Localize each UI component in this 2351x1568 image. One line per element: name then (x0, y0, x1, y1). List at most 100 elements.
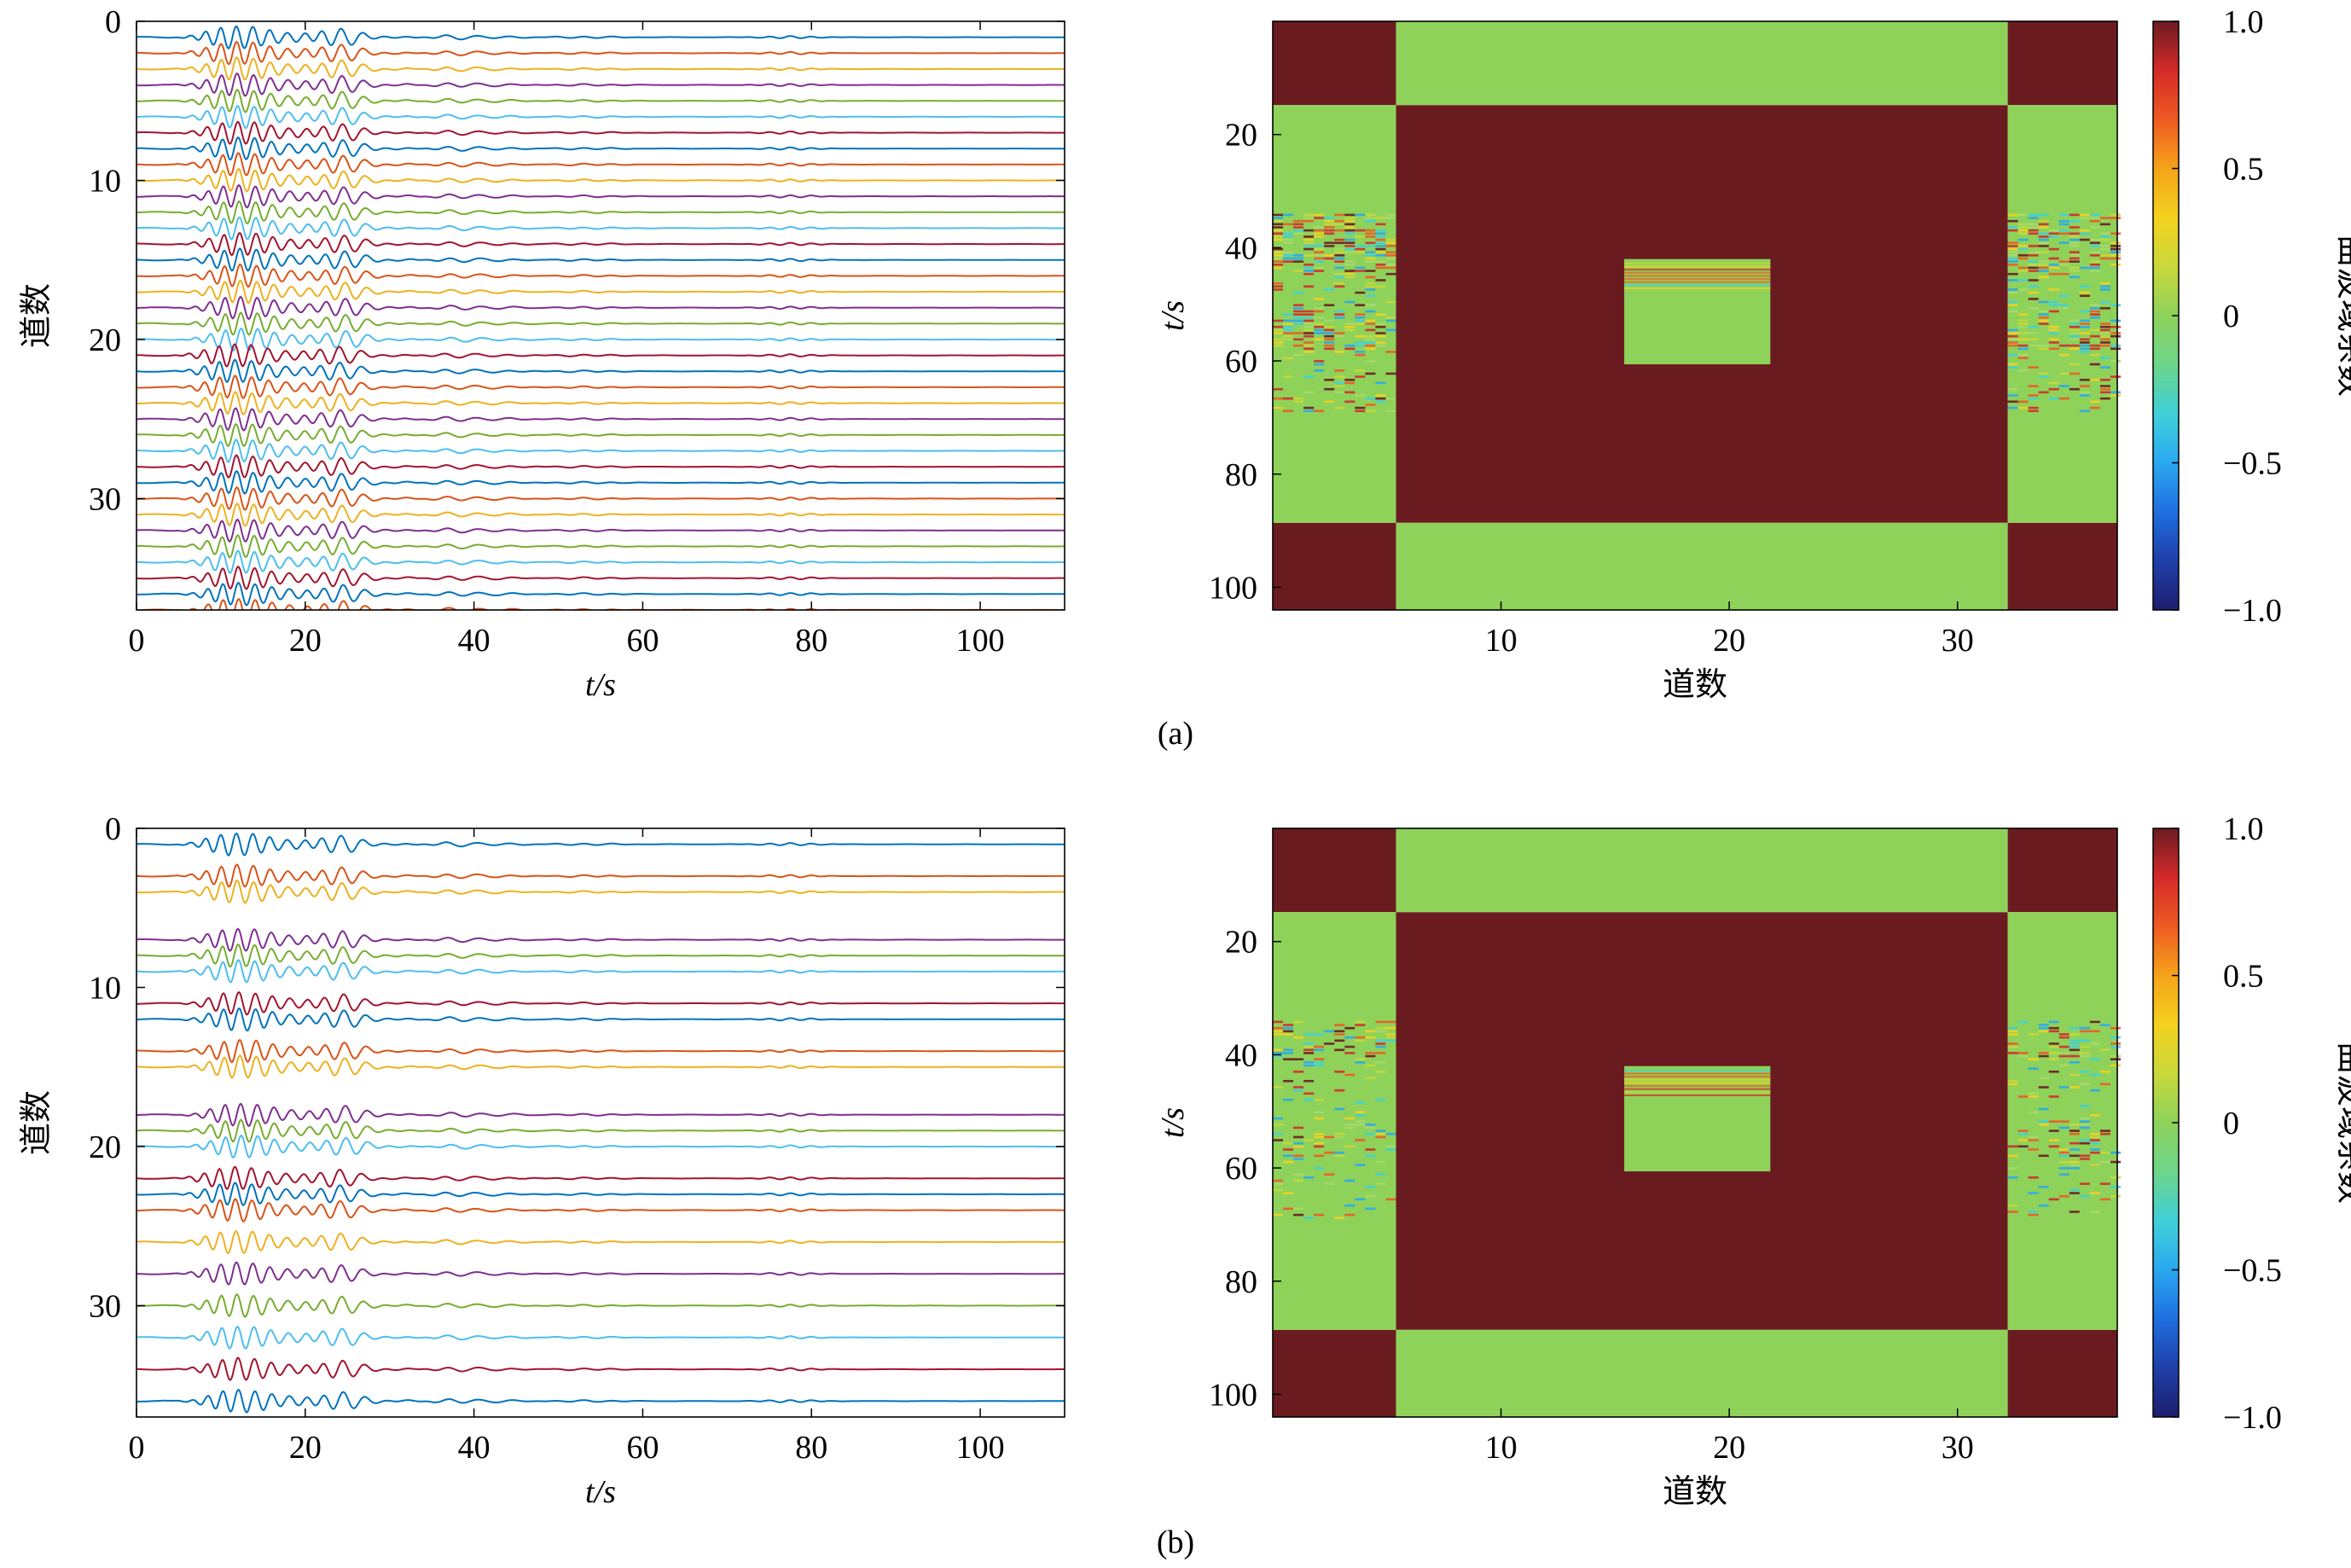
coef-cell (1334, 406, 1345, 409)
coef-cell (1303, 266, 1315, 270)
coef-cell (2069, 332, 2080, 334)
coef-cell (2058, 1052, 2069, 1054)
coef-cell (1273, 217, 1284, 219)
coef-cell (1283, 397, 1294, 400)
heat-block-5 (1396, 21, 2008, 106)
coef-cell (2069, 1039, 2080, 1042)
coef-cell (2028, 394, 2039, 397)
coef-cell (1293, 229, 1304, 232)
coef-cell (2038, 238, 2049, 241)
coef-cell (1344, 1073, 1355, 1077)
coef-cell (2048, 1070, 2059, 1073)
x-tick-label: 80 (795, 1430, 827, 1466)
coef-cell (1385, 1039, 1396, 1042)
coef-cell (2048, 272, 2059, 276)
coef-cell (2048, 338, 2059, 341)
coef-cell (1344, 1145, 1355, 1148)
heat-block-3 (2007, 522, 2117, 610)
coef-cell (1375, 247, 1386, 251)
coef-cell (2058, 1054, 2069, 1058)
coef-cell (1334, 381, 1345, 385)
coef-cell (2038, 263, 2049, 266)
coef-cell (2110, 247, 2122, 251)
trace-37 (136, 597, 1065, 610)
coef-cell (1273, 328, 1284, 332)
coef-cell (2089, 1132, 2100, 1135)
coef-cell (2099, 238, 2110, 241)
coef-cell (2028, 1192, 2039, 1194)
coef-cell (2089, 213, 2100, 217)
coef-cell (1344, 223, 1355, 226)
coef-cell (1365, 282, 1376, 285)
coef-stripe (1624, 1075, 1771, 1078)
coef-cell (1303, 328, 1315, 332)
coef-cell (1365, 288, 1376, 291)
coef-cell (1303, 316, 1315, 319)
coef-cell (2028, 245, 2039, 247)
coef-cell (2017, 213, 2029, 217)
coef-cell (1314, 1141, 1325, 1145)
coef-cell (2079, 1126, 2090, 1130)
coef-cell (1314, 1135, 1325, 1139)
coef-cell (1324, 325, 1335, 328)
coef-cell (1303, 310, 1315, 313)
coef-cell (1355, 1198, 1366, 1201)
trace-18 (136, 1102, 1065, 1128)
coef-cell (2110, 391, 2122, 394)
coef-cell (1375, 322, 1386, 325)
coef-cell (2028, 254, 2039, 257)
colorbar-tick-label: −1.0 (2223, 593, 2282, 629)
coef-cell (1324, 288, 1335, 291)
coef-cell (1355, 266, 1366, 270)
coef-cell (1344, 300, 1355, 304)
coef-cell (1344, 1117, 1355, 1120)
coef-cell (1283, 409, 1294, 413)
coef-cell (1303, 263, 1315, 266)
coef-cell (1324, 341, 1335, 344)
coef-cell (2089, 1139, 2100, 1141)
coef-cell (1283, 1048, 1294, 1052)
coef-cell (2048, 1130, 2059, 1132)
coef-cell (1303, 272, 1315, 276)
coef-cell (2089, 1164, 2100, 1167)
coef-cell (2028, 1058, 2039, 1060)
coef-cell (1273, 1026, 1284, 1030)
coef-cell (1365, 1185, 1376, 1188)
coef-cell (2069, 347, 2080, 351)
coef-cell (2089, 316, 2100, 319)
coef-cell (1375, 1026, 1386, 1030)
coef-cell (1334, 1132, 1345, 1135)
coef-cell (1314, 1117, 1325, 1120)
coef-cell (2007, 229, 2018, 232)
coef-cell (2028, 409, 2039, 413)
y-axis-label: t/s (1155, 300, 1191, 331)
coef-cell (1303, 1092, 1315, 1095)
coef-cell (1375, 1039, 1386, 1042)
coef-cell (1293, 1154, 1304, 1158)
coef-cell (1273, 282, 1284, 285)
coef-cell (2099, 387, 2110, 391)
coef-cell (2058, 1036, 2069, 1039)
coef-cell (2099, 357, 2110, 360)
coef-cell (2079, 344, 2090, 347)
coef-cell (2048, 257, 2059, 260)
coef-cell (2099, 1024, 2110, 1026)
trace-36 (136, 582, 1065, 607)
coef-cell (2079, 291, 2090, 294)
coef-cell (1385, 316, 1396, 319)
coef-cell (2110, 332, 2122, 334)
trace-23 (136, 375, 1065, 399)
coef-cell (1273, 344, 1284, 347)
x-tick-label: 20 (289, 623, 322, 659)
coef-cell (2079, 232, 2090, 235)
coef-cell (1365, 1030, 1376, 1033)
coef-cell (1293, 1036, 1304, 1039)
coef-cell (1324, 1030, 1335, 1033)
coef-cell (1355, 229, 1366, 232)
coef-cell (2110, 394, 2122, 397)
coef-cell (1365, 241, 1376, 245)
coef-cell (2048, 232, 2059, 235)
x-axis-label: t/s (585, 667, 616, 703)
coef-cell (2089, 1141, 2100, 1145)
coef-stripe (1624, 284, 1771, 287)
